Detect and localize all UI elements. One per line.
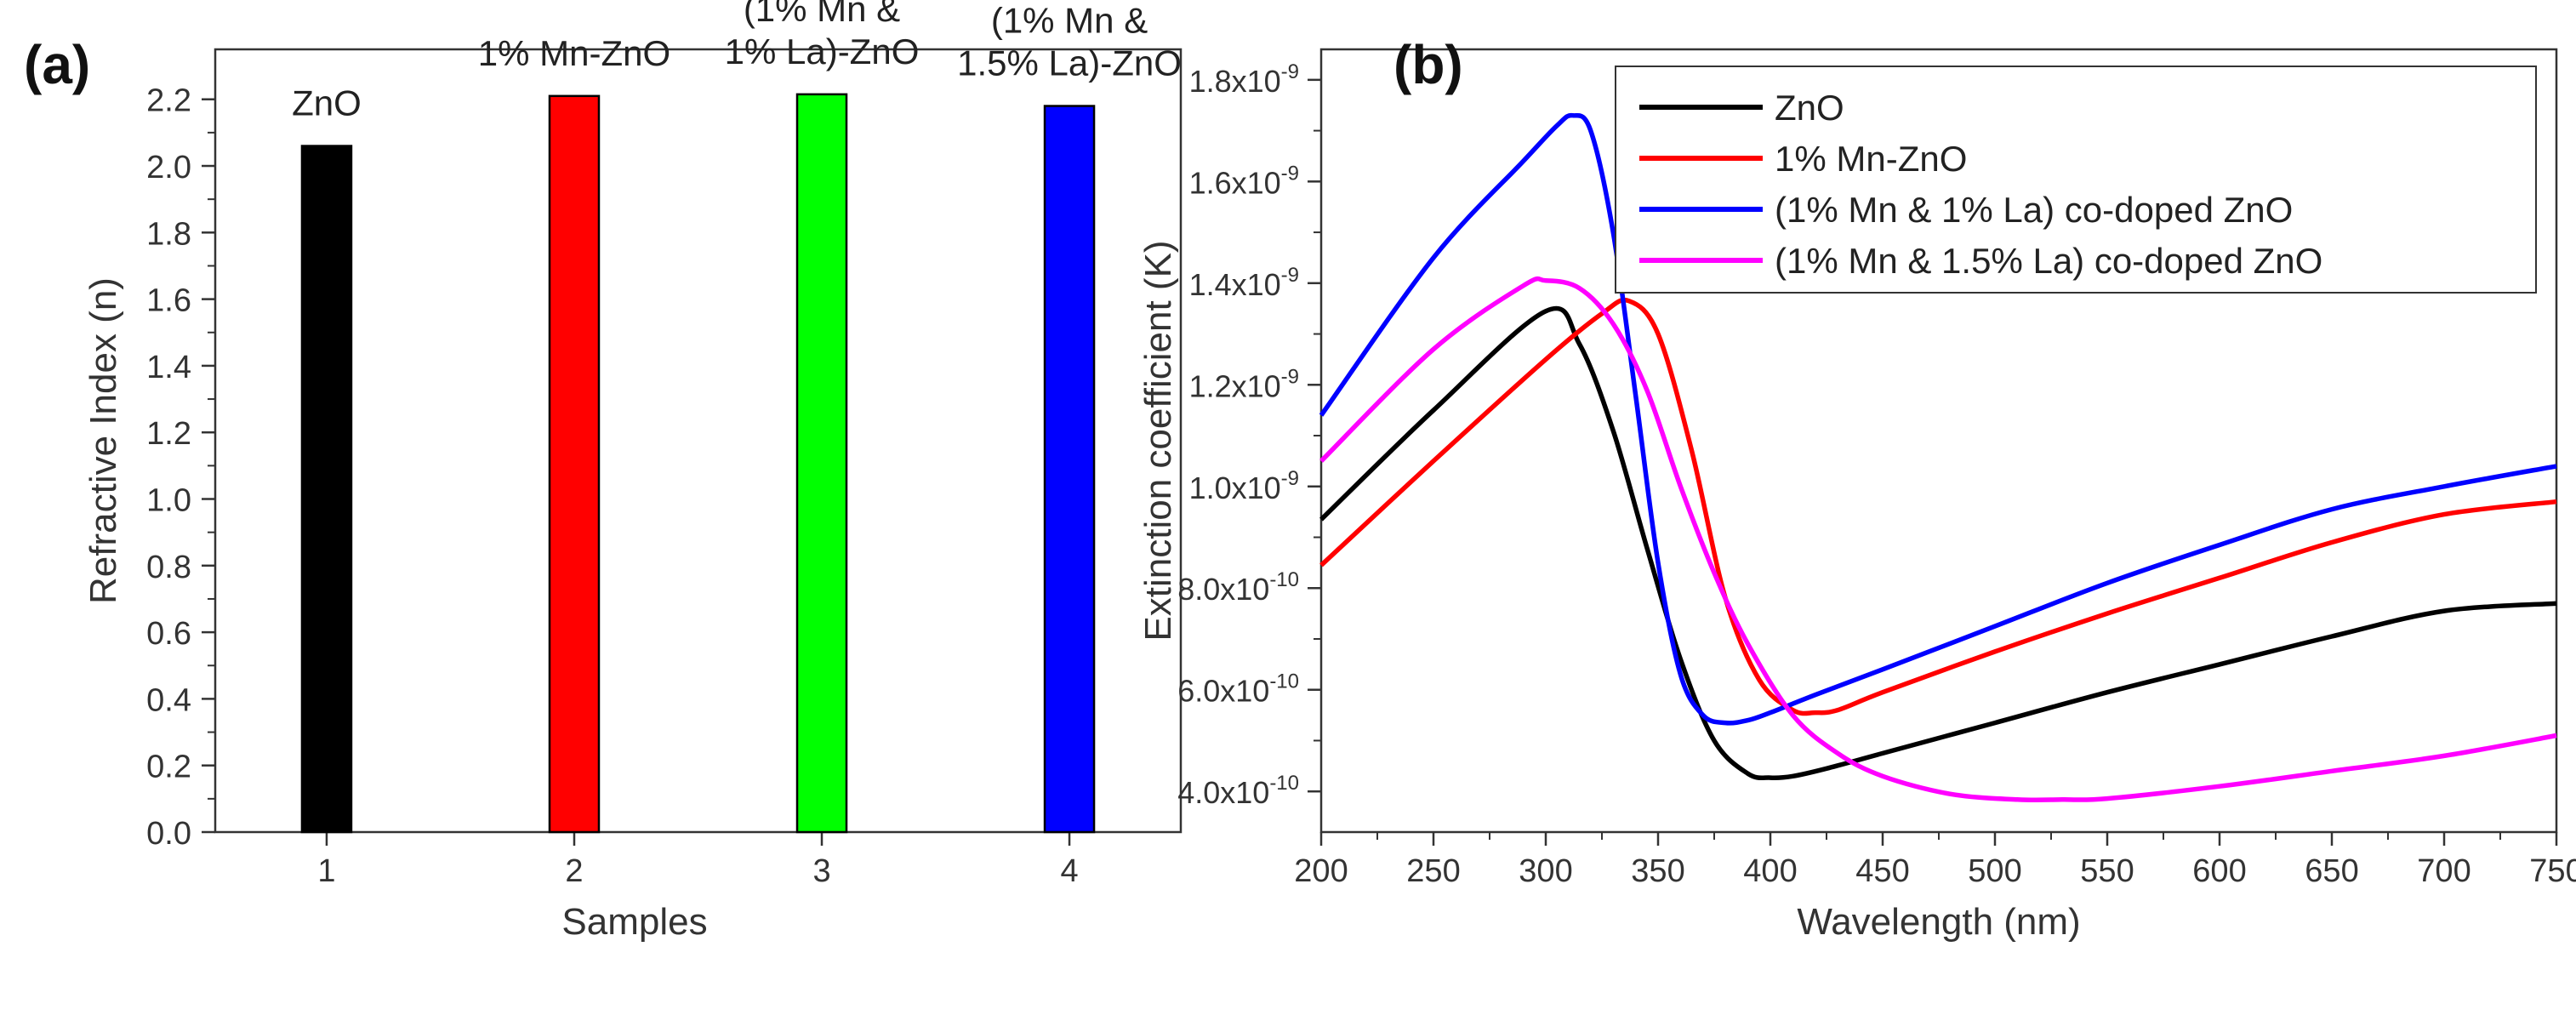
x-tick-label: 350 (1631, 853, 1684, 889)
x-tick-label: 300 (1519, 853, 1572, 889)
bar-sample-3 (795, 93, 848, 834)
panel-b: (b) 4.0x10-10 6.0x10-10 8.0x10-10 1.0x10-9 1… (1137, 34, 2576, 943)
bar-label: (1% Mn & (744, 0, 900, 29)
panel-b-x-axis: 200 250 300 350 400 450 500 550 600 650 700 750 (1294, 832, 2576, 889)
panel-a-x-axis-label: Samples (561, 901, 707, 943)
panel-b-y-axis-label: Extinction coefficient (K) (1137, 240, 1179, 641)
panel-a-y-axis: 0.0 0.2 0.4 0.6 0.8 1.0 1.2 1.4 1.6 1.8 2.0 2.2 (146, 83, 215, 852)
x-tick-label: 650 (2305, 853, 2358, 889)
panel-a-y-axis-label: Refractive Index (n) (83, 277, 124, 604)
curve-series-2 (1319, 297, 2557, 716)
y-tick-label: 1.0 (146, 483, 191, 519)
panel-b-legend: ZnO 1% Mn-ZnO (1% Mn & 1% La) co-doped ZnO… (1615, 66, 2537, 294)
bar-label: 1% La)-ZnO (725, 31, 920, 71)
curve-series-3 (1319, 112, 2557, 726)
y-tick-label: 0.2 (146, 750, 191, 785)
curve-series-4 (1319, 276, 2557, 803)
bar-label: (1% Mn & (991, 1, 1148, 41)
x-tick-label: 550 (2080, 853, 2134, 889)
y-tick-label: 4.0x10-10 (1177, 772, 1299, 810)
panel-b-curves (1319, 112, 2557, 803)
y-tick-label: 1.4x10-9 (1189, 264, 1299, 302)
panel-a: (a) 0.0 0.2 0.4 0.6 0.8 1.0 1.2 1.4 1.6 1.8 2.0 2.2… (24, 0, 1183, 943)
y-tick-label: 0.0 (146, 816, 191, 852)
panel-b-y-axis: 4.0x10-10 6.0x10-10 8.0x10-10 1.0x10-9 1.2x1… (1177, 60, 1321, 810)
bar-sample-1 (300, 145, 353, 834)
y-tick-label: 6.0x10-10 (1177, 670, 1299, 709)
y-tick-label: 1.8x10-9 (1189, 60, 1299, 99)
y-tick-label: 1.4 (146, 350, 191, 385)
bar-sample-4 (1043, 105, 1096, 834)
curve-series-1 (1319, 305, 2557, 781)
bar-label: 1.5% La)-ZnO (957, 43, 1182, 83)
y-tick-label: 0.8 (146, 550, 191, 585)
legend-label: 1% Mn-ZnO (1775, 139, 1967, 179)
x-tick-label: 750 (2529, 853, 2576, 889)
panel-b-label: (b) (1393, 34, 1463, 95)
y-tick-label: 1.2 (146, 416, 191, 452)
legend-label: (1% Mn & 1.5% La) co-doped ZnO (1775, 241, 2322, 281)
bar-label: ZnO (292, 83, 362, 123)
x-tick-label: 400 (1743, 853, 1797, 889)
y-tick-label: 1.8 (146, 216, 191, 252)
x-tick-label: 600 (2192, 853, 2246, 889)
x-tick-label: 1 (317, 853, 335, 889)
y-tick-label: 1.0x10-9 (1189, 467, 1299, 505)
legend-label: ZnO (1775, 88, 1844, 128)
y-tick-label: 1.6 (146, 283, 191, 319)
y-tick-label: 2.2 (146, 83, 191, 119)
y-tick-label: 8.0x10-10 (1177, 568, 1299, 607)
panel-a-label: (a) (24, 34, 90, 95)
x-tick-label: 200 (1294, 853, 1348, 889)
x-tick-label: 500 (1968, 853, 2021, 889)
y-tick-label: 2.0 (146, 150, 191, 185)
x-tick-label: 4 (1060, 853, 1078, 889)
panel-b-x-axis-label: Wavelength (nm) (1797, 901, 2080, 943)
legend-box (1615, 66, 2537, 294)
bar-sample-2 (548, 94, 601, 834)
y-tick-label: 0.4 (146, 682, 191, 718)
x-tick-label: 3 (812, 853, 830, 889)
y-tick-label: 0.6 (146, 616, 191, 652)
x-tick-label: 450 (1855, 853, 1909, 889)
x-tick-label: 250 (1406, 853, 1460, 889)
x-tick-label: 700 (2417, 853, 2471, 889)
x-tick-label: 2 (565, 853, 583, 889)
panel-a-x-axis: 1 2 3 4 (317, 832, 1079, 889)
panel-a-plot-frame (214, 48, 1183, 834)
legend-label: (1% Mn & 1% La) co-doped ZnO (1775, 190, 2293, 230)
bar-label: 1% Mn-ZnO (478, 33, 670, 73)
y-tick-label: 1.6x10-9 (1189, 162, 1299, 200)
y-tick-label: 1.2x10-9 (1189, 365, 1299, 403)
